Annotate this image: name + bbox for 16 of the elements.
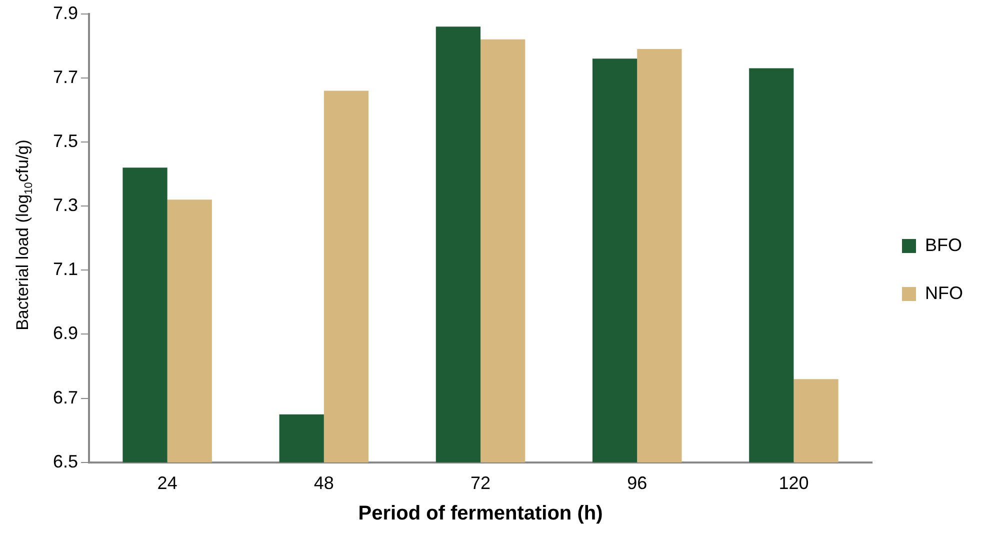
y-tick-label: 7.7 (52, 66, 78, 87)
x-tick-label: 48 (314, 473, 334, 494)
x-axis-title: Period of fermentation (h) (358, 502, 603, 525)
x-tick-label: 24 (157, 473, 178, 494)
y-tick-label: 6.9 (52, 323, 78, 344)
x-tick-label: 120 (778, 473, 809, 494)
y-tick-label: 7.5 (52, 130, 78, 151)
x-tick-label: 72 (470, 473, 491, 494)
y-tick-label: 6.5 (52, 451, 78, 472)
y-tick-label: 7.9 (52, 2, 78, 23)
y-tick-label: 7.1 (52, 259, 78, 280)
legend-label: NFO (925, 282, 964, 303)
y-tick-label: 7.3 (52, 195, 78, 216)
legend-label: BFO (925, 234, 962, 255)
x-tick-label: 96 (627, 473, 648, 494)
y-tick-label: 6.7 (52, 387, 78, 408)
